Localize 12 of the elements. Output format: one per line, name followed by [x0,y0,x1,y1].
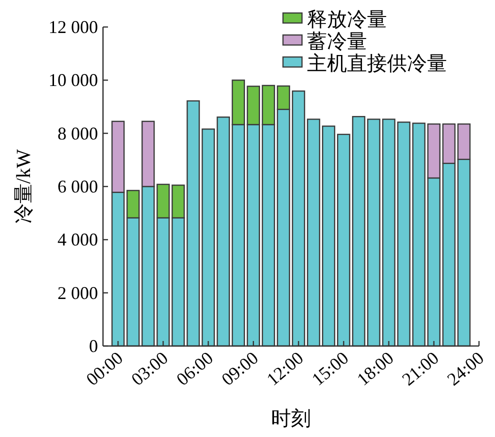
y-tick-label: 0 [89,336,98,356]
y-tick-label: 12 000 [48,17,98,37]
y-tick-label: 6 000 [58,176,98,196]
legend-label: 蓄冷量 [307,31,367,53]
y-axis-title: 冷量/kW [13,149,35,224]
legend-label: 释放冷量 [307,9,387,31]
y-tick-label: 8 000 [58,123,98,144]
x-axis-title: 时刻 [271,408,311,430]
legend-label: 主机直接供冷量 [307,52,447,75]
y-tick-label: 2 000 [58,282,98,303]
y-tick-label: 4 000 [58,230,98,250]
y-tick-label: 10 000 [48,70,98,90]
